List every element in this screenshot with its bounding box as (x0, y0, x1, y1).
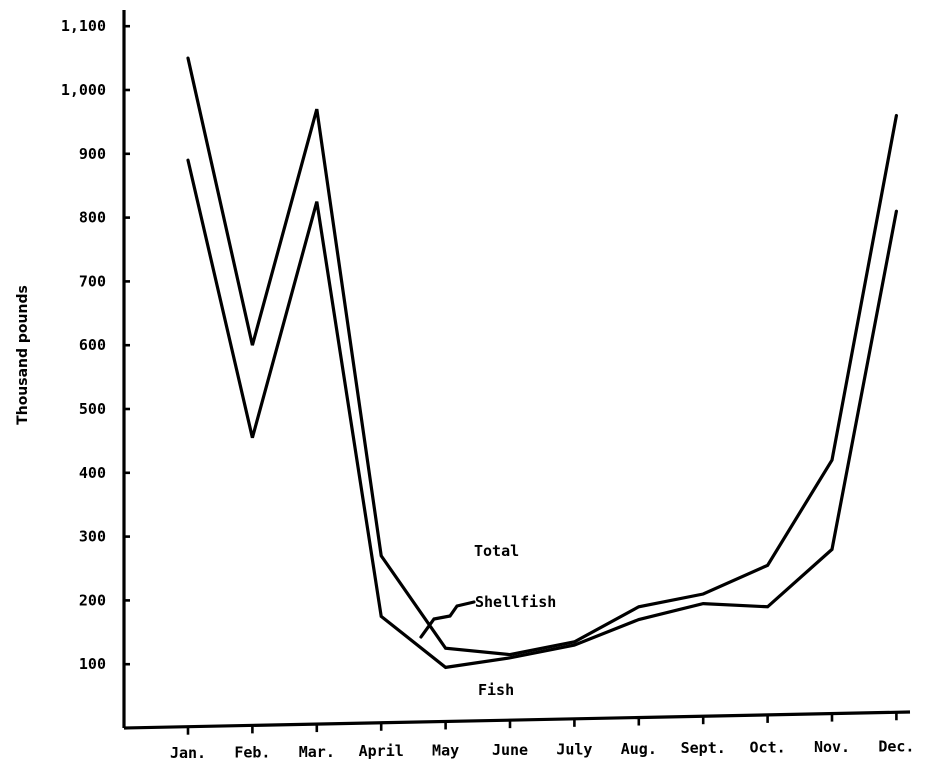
x-ticks: Jan. Feb. Mar. April May June July Aug. Sept. Oct… (170, 712, 914, 762)
series-line-total (186, 56, 899, 657)
annotation-fish: Fish (478, 681, 514, 699)
x-tick-label: Nov. (814, 738, 850, 756)
x-tick-label: April (359, 742, 404, 760)
series-layer (186, 56, 899, 670)
y-tick-label: 300 (79, 528, 106, 546)
y-tick-label: 600 (79, 336, 106, 354)
x-tick-label: July (556, 740, 592, 758)
series-line-fish (186, 158, 899, 670)
x-tick-label: May (432, 742, 459, 760)
y-tick-label: 100 (79, 655, 106, 673)
x-tick-label: Oct. (750, 739, 786, 757)
shellfish-pointer (419, 600, 476, 639)
y-tick-label: 1,100 (61, 17, 106, 35)
y-tick-label: 700 (79, 272, 106, 290)
y-tick-label: 1,000 (61, 81, 106, 99)
annotation-shellfish: Shellfish (475, 593, 556, 611)
y-axis-label: Thousand pounds (15, 285, 31, 425)
y-ticks: 100 200 300 400 500 600 700 800 900 1,000 1,100 (61, 17, 130, 673)
axes (122, 10, 911, 730)
y-tick-label: 200 (79, 591, 106, 609)
x-tick-label: Aug. (621, 740, 657, 758)
x-tick-label: June (492, 741, 528, 759)
y-tick-label: 400 (79, 464, 106, 482)
x-tick-label: Dec. (878, 737, 914, 755)
y-tick-label: 900 (79, 145, 106, 163)
x-tick-label: Mar. (299, 743, 335, 761)
x-axis (123, 710, 911, 730)
x-tick-label: Sept. (681, 739, 726, 757)
x-tick-label: Feb. (234, 743, 270, 761)
x-tick-label: Jan. (170, 744, 206, 762)
y-tick-label: 500 (79, 400, 106, 418)
y-tick-label: 800 (79, 209, 106, 227)
annotation-total: Total (474, 542, 519, 560)
